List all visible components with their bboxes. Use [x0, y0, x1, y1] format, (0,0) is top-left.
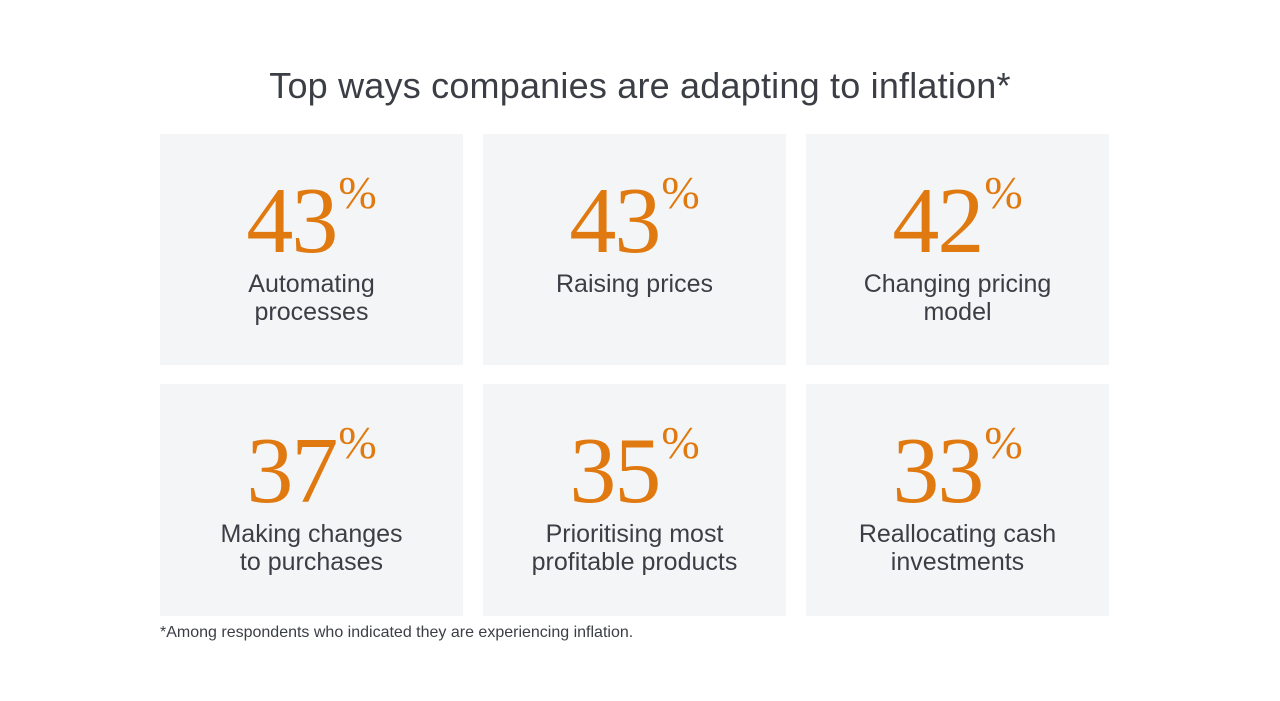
stat-label-line: Prioritising most — [545, 520, 724, 548]
stat-value: 42% — [806, 167, 1109, 269]
footnote: *Among respondents who indicated they ar… — [160, 624, 634, 641]
percent-sign: % — [984, 417, 1023, 468]
chart-title: Top ways companies are adapting to infla… — [269, 65, 1011, 106]
stat-label: Raising prices — [493, 270, 776, 298]
stat-label: Reallocating cash investments — [816, 520, 1099, 576]
stat-number: 35 — [569, 419, 661, 523]
stat-label: Automating processes — [170, 270, 453, 326]
stat-tile-automating: 43% Automating processes — [160, 134, 463, 365]
stat-tile-raising-prices: 43% Raising prices — [483, 134, 786, 365]
stat-number: 33 — [892, 419, 984, 523]
stat-number: 42 — [892, 169, 984, 273]
stat-label-line: processes — [254, 298, 369, 326]
percent-sign: % — [984, 167, 1023, 218]
stat-value: 43% — [160, 167, 463, 269]
stat-label-line: investments — [890, 548, 1025, 576]
stat-tile-purchases: 37% Making changes to purchases — [160, 384, 463, 616]
stat-label: Making changes to purchases — [170, 520, 453, 576]
percent-sign: % — [661, 417, 700, 468]
stat-label-line: Making changes — [220, 520, 403, 548]
stat-label-line: profitable products — [531, 548, 738, 576]
stat-label-line: Changing pricing — [863, 270, 1052, 298]
stat-label-line: Reallocating cash — [858, 520, 1057, 548]
stat-tile-profitable-products: 35% Prioritising most profitable product… — [483, 384, 786, 616]
stat-label-line: model — [923, 298, 992, 326]
stat-value: 37% — [160, 417, 463, 519]
stat-number: 37 — [246, 419, 338, 523]
stat-value: 35% — [483, 417, 786, 519]
stat-label: Changing pricing model — [816, 270, 1099, 326]
stat-label-line: Automating — [248, 270, 375, 298]
stat-tile-cash-investments: 33% Reallocating cash investments — [806, 384, 1109, 616]
stat-value: 33% — [806, 417, 1109, 519]
percent-sign: % — [338, 167, 377, 218]
percent-sign: % — [338, 417, 377, 468]
stat-number: 43 — [569, 169, 661, 273]
stat-value: 43% — [483, 167, 786, 269]
percent-sign: % — [661, 167, 700, 218]
stat-tile-pricing-model: 42% Changing pricing model — [806, 134, 1109, 365]
stat-grid: 43% Automating processes 43% Raising pri… — [160, 134, 1109, 616]
stat-label: Prioritising most profitable products — [493, 520, 776, 576]
stat-number: 43 — [246, 169, 338, 273]
stat-label-line: Raising prices — [555, 270, 713, 298]
stat-label-line: to purchases — [239, 548, 384, 576]
